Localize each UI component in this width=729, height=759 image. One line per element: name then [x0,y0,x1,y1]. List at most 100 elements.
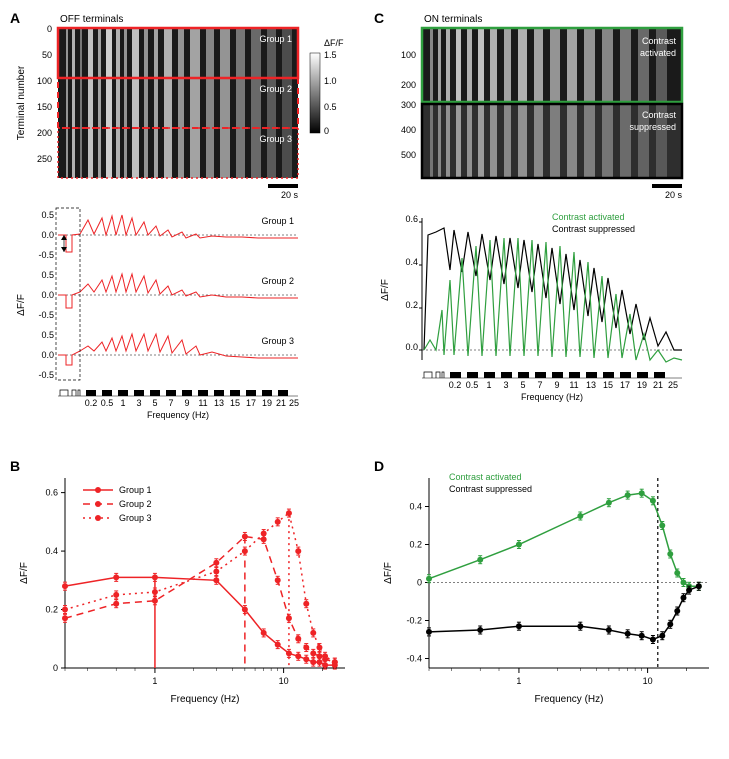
panel-D-chart: -0.4-0.200.20.4110Frequency (Hz)ΔF/FCont… [374,458,724,708]
svg-text:Group 1: Group 1 [261,216,294,226]
svg-text:Contrast suppressed: Contrast suppressed [449,484,532,494]
panel-A-heat-stripes [66,28,292,178]
svg-text:0.4: 0.4 [409,502,422,512]
svg-text:Group 3: Group 3 [119,513,152,523]
svg-text:0: 0 [53,663,58,673]
svg-text:17: 17 [620,380,630,390]
svg-text:100: 100 [401,50,416,60]
scalebar-A: 20 s [281,190,299,200]
panel-A-trace-ylabel: ΔF/F [16,294,27,316]
svg-text:200: 200 [401,80,416,90]
panel-A-title: OFF terminals [60,14,123,25]
svg-text:Contrast: Contrast [642,36,677,46]
svg-text:0: 0 [324,126,329,136]
svg-text:1: 1 [152,676,157,686]
panel-C-title: ON terminals [424,14,482,25]
panel-A-label: A [10,10,20,26]
svg-text:Frequency (Hz): Frequency (Hz) [171,694,240,705]
colorbar-label: ΔF/F [324,38,344,48]
svg-text:0.2: 0.2 [85,398,98,408]
svg-text:15: 15 [230,398,240,408]
svg-text:1: 1 [120,398,125,408]
svg-text:5: 5 [520,380,525,390]
figure: A OFF terminals 0 50 100 150 200 250 Ter… [10,10,719,708]
svg-text:0.2: 0.2 [449,380,462,390]
heat-label-g1: Group 1 [259,34,292,44]
svg-text:Group 2: Group 2 [119,499,152,509]
svg-text:0.5: 0.5 [41,210,54,220]
svg-text:0.2: 0.2 [45,605,58,615]
svg-text:0.0: 0.0 [41,230,54,240]
panel-B: B 00.20.40.6110Frequency (Hz)ΔF/FGroup 1… [10,458,360,708]
panel-C-heat-yaxis: 100 200 300 400 500 [401,50,416,160]
svg-text:10: 10 [643,676,653,686]
svg-text:19: 19 [637,380,647,390]
svg-text:13: 13 [214,398,224,408]
svg-text:suppressed: suppressed [629,122,676,132]
svg-text:13: 13 [586,380,596,390]
svg-text:15: 15 [603,380,613,390]
svg-text:Frequency (Hz): Frequency (Hz) [147,410,209,420]
panel-D: D -0.4-0.200.20.4110Frequency (Hz)ΔF/FCo… [374,458,724,708]
panel-A-svg: OFF terminals 0 50 100 150 200 250 Termi… [10,10,360,450]
svg-text:0.2: 0.2 [405,300,418,310]
svg-text:Frequency (Hz): Frequency (Hz) [535,694,604,705]
svg-text:Group 3: Group 3 [261,336,294,346]
panel-A: A OFF terminals 0 50 100 150 200 250 Ter… [10,10,360,450]
svg-text:-0.5: -0.5 [38,310,54,320]
panel-C: C ON terminals 100 200 300 400 500 [374,10,724,450]
svg-text:300: 300 [401,100,416,110]
svg-text:Contrast activated: Contrast activated [449,472,522,482]
svg-text:500: 500 [401,150,416,160]
panel-B-label: B [10,458,20,474]
svg-text:0.0: 0.0 [405,342,418,352]
svg-text:100: 100 [37,76,52,86]
panel-A-stimulus: 0.2 0.5 1 3 5 7 9 11 13 15 17 19 21 25 [58,390,299,420]
panel-A-trace-2: 0.5 0.0 -0.5 Group 2 [38,270,298,320]
svg-text:0.5: 0.5 [41,330,54,340]
svg-text:activated: activated [640,48,676,58]
svg-text:0.6: 0.6 [45,488,58,498]
svg-text:19: 19 [262,398,272,408]
svg-text:0.5: 0.5 [466,380,479,390]
panel-C-label: C [374,10,384,26]
svg-text:150: 150 [37,102,52,112]
svg-text:17: 17 [246,398,256,408]
svg-text:-0.5: -0.5 [38,250,54,260]
svg-text:0.2: 0.2 [409,540,422,550]
svg-text:ΔF/F: ΔF/F [383,562,394,584]
svg-text:21: 21 [653,380,663,390]
svg-text:9: 9 [184,398,189,408]
panel-B-chart: 00.20.40.6110Frequency (Hz)ΔF/FGroup 1Gr… [10,458,360,708]
panel-C-trace-ylabel: ΔF/F [380,279,391,301]
legend-C-activated: Contrast activated [552,212,625,222]
svg-text:0.0: 0.0 [41,290,54,300]
svg-text:3: 3 [503,380,508,390]
svg-text:400: 400 [401,125,416,135]
svg-text:200: 200 [37,128,52,138]
svg-text:0: 0 [47,24,52,34]
svg-text:7: 7 [168,398,173,408]
svg-text:Contrast: Contrast [642,110,677,120]
svg-text:1.0: 1.0 [324,76,337,86]
panel-A-trace-1: 0.5 0.0 -0.5 Group 1 [38,210,298,260]
svg-text:Frequency (Hz): Frequency (Hz) [521,392,583,402]
svg-text:0.5: 0.5 [41,270,54,280]
svg-text:25: 25 [289,398,299,408]
panel-A-heat-ylabel: Terminal number [16,65,27,140]
heat-label-g2: Group 2 [259,84,292,94]
svg-text:3: 3 [136,398,141,408]
svg-text:0.5: 0.5 [324,102,337,112]
scalebar-C: 20 s [665,190,683,200]
svg-text:ΔF/F: ΔF/F [19,562,30,584]
svg-text:1: 1 [516,676,521,686]
panel-A-heat-yaxis: 0 50 100 150 200 250 [37,24,52,164]
svg-text:11: 11 [198,398,207,408]
svg-text:Group 1: Group 1 [119,485,152,495]
svg-text:0.4: 0.4 [405,257,418,267]
svg-text:0: 0 [417,578,422,588]
svg-text:-0.2: -0.2 [406,616,422,626]
heat-label-g3: Group 3 [259,134,292,144]
svg-text:21: 21 [276,398,286,408]
svg-text:0.4: 0.4 [45,546,58,556]
